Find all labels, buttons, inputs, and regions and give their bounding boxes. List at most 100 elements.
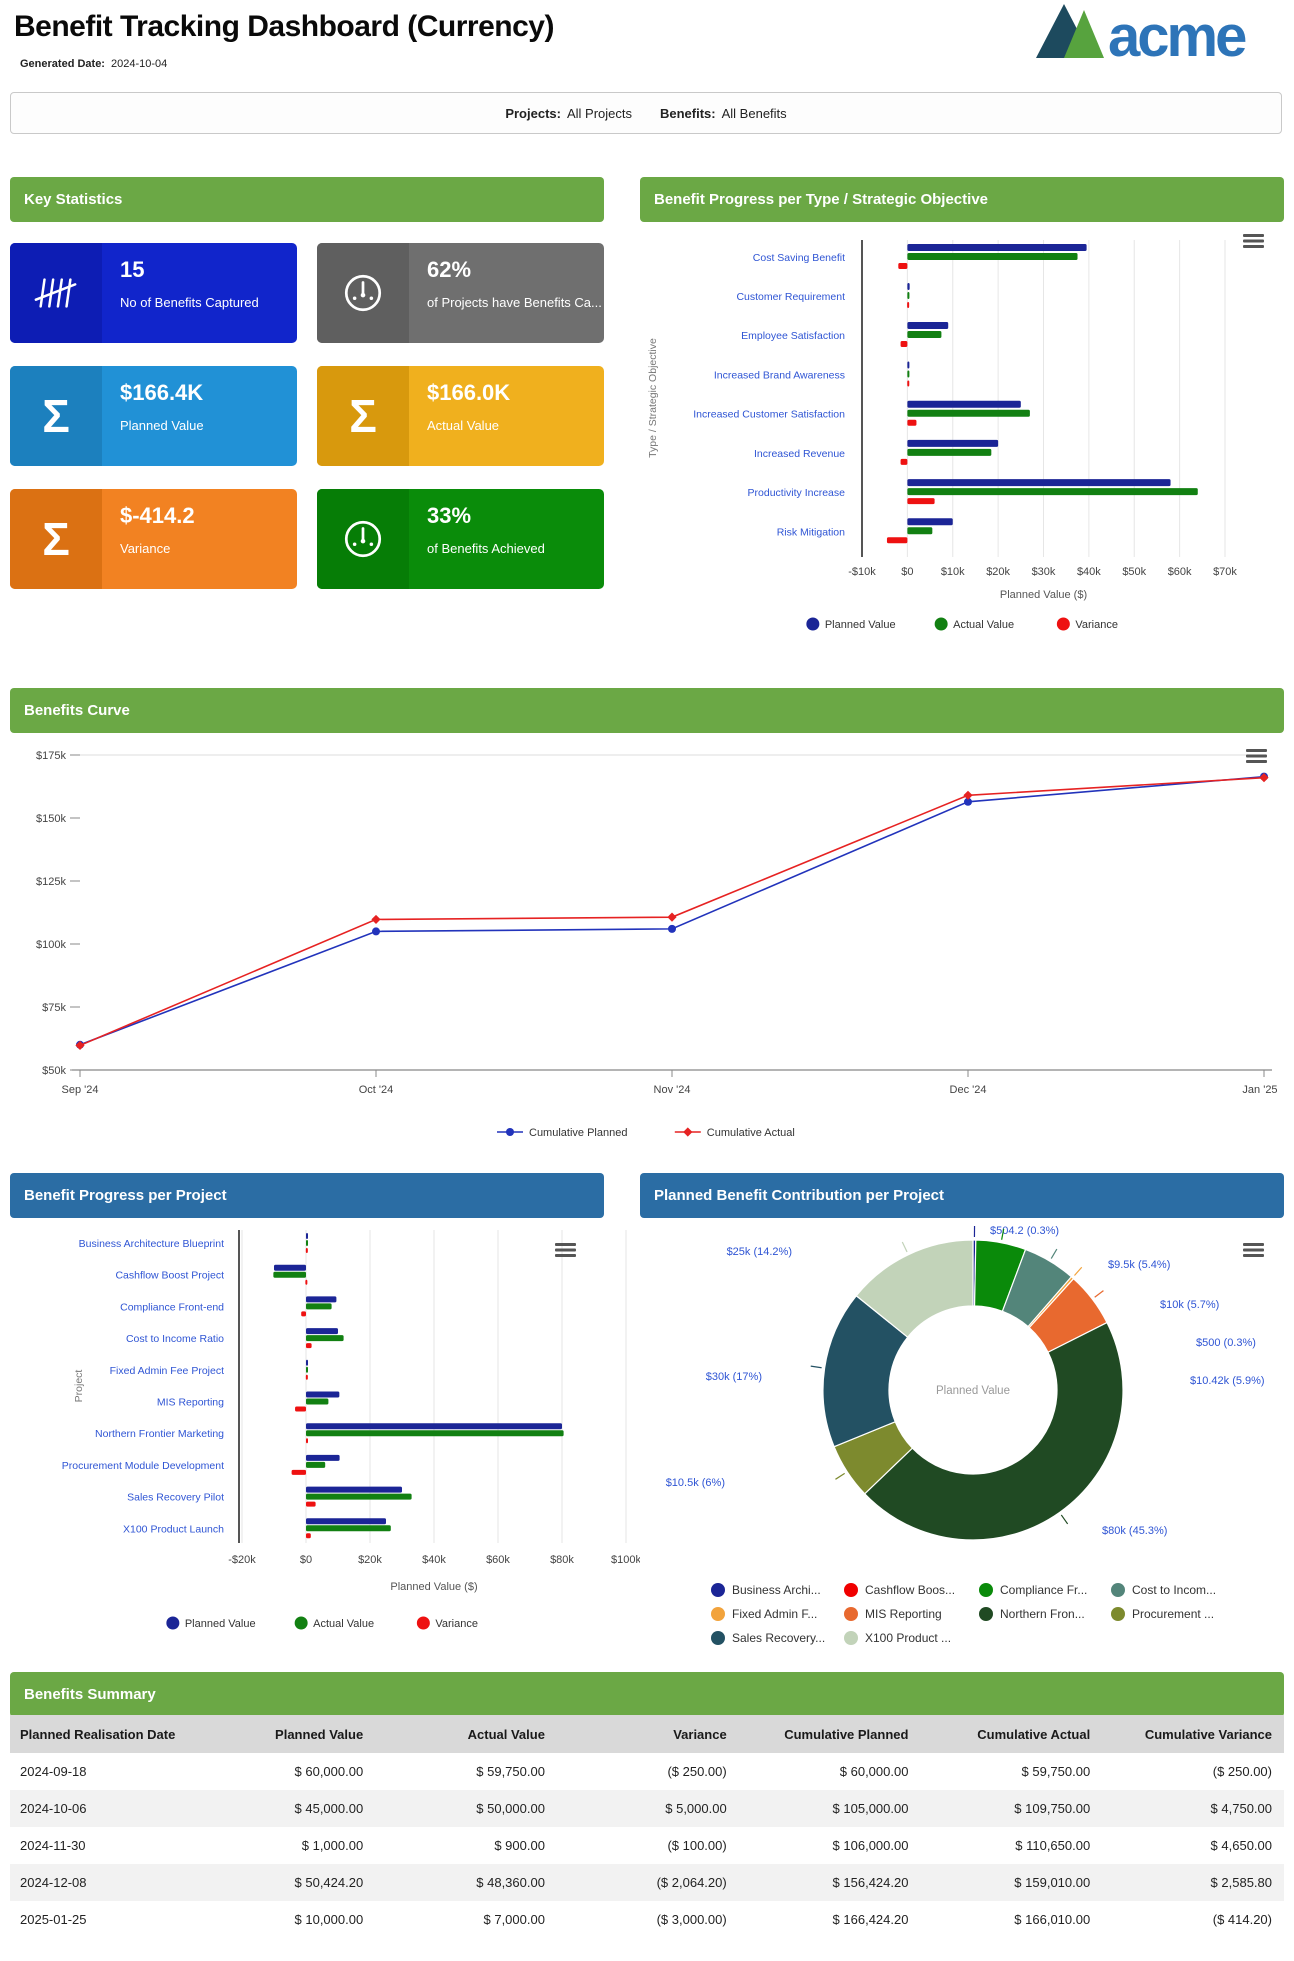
legend-item[interactable]: Cashflow Boos... <box>844 1583 955 1597</box>
sigma-icon: Σ <box>317 366 409 466</box>
table-column-header: Actual Value <box>375 1715 557 1753</box>
svg-text:Nov '24: Nov '24 <box>654 1084 691 1096</box>
generated-date: Generated Date: 2024-10-04 <box>20 58 167 70</box>
type-objective-bar-chart: -$10k $0 $10k $20k $30k $40k $50k $60k $70k Cost … <box>647 234 1264 632</box>
type-chart-header: Benefit Progress per Type / Strategic Ob… <box>640 177 1284 222</box>
menu-icon[interactable] <box>1243 234 1264 248</box>
projects-filter-value[interactable]: All Projects <box>566 105 632 121</box>
gridlines <box>241 1230 627 1543</box>
table-column-header: Planned Realisation Date <box>10 1715 194 1753</box>
svg-text:$10.5k (6%): $10.5k (6%) <box>666 1477 725 1489</box>
stat-card: Σ $-414.2 Variance <box>10 489 297 589</box>
legend-item[interactable]: X100 Product ... <box>844 1631 951 1645</box>
menu-icon[interactable] <box>1246 749 1267 763</box>
table-cell: $ 10,000.00 <box>294 1912 364 1927</box>
svg-text:Northern Frontier Marketing: Northern Frontier Marketing <box>95 1428 224 1440</box>
svg-text:$0: $0 <box>300 1554 312 1566</box>
legend-item[interactable]: Cumulative Planned <box>497 1127 627 1139</box>
table-header-row: Planned Realisation Date Planned Value Act… <box>10 1715 1284 1753</box>
svg-text:Sales Recovery Pilot: Sales Recovery Pilot <box>127 1492 224 1504</box>
svg-text:$20k: $20k <box>358 1554 382 1566</box>
table-cell: $ 5,000.00 <box>665 1801 727 1816</box>
svg-text:$80k (45.3%): $80k (45.3%) <box>1102 1525 1167 1537</box>
svg-text:$175k: $175k <box>36 750 66 762</box>
stat-card: 33% of Benefits Achieved <box>317 489 604 589</box>
table-row: 2024-11-30 $ 1,000.00 $ 900.00 ($ 100.00) $ … <box>10 1827 1284 1864</box>
svg-text:Compliance Fr...: Compliance Fr... <box>1000 1583 1087 1597</box>
svg-text:Fixed Admin Fee Project: Fixed Admin Fee Project <box>110 1365 224 1377</box>
svg-text:Business Architecture Blueprin: Business Architecture Blueprint <box>79 1238 224 1250</box>
filter-bar: Projects: All Projects Benefits: All Ben… <box>10 92 1282 134</box>
svg-text:Increased Customer Satisfactio: Increased Customer Satisfaction <box>693 409 845 421</box>
svg-text:Northern Fron...: Northern Fron... <box>1000 1607 1085 1621</box>
table-column-header: Variance <box>556 1715 739 1753</box>
table-cell: $ 156,424.20 <box>832 1875 909 1890</box>
key-statistics-header: Key Statistics <box>10 177 604 222</box>
sigma-icon: Σ <box>10 489 102 589</box>
table-cell: ($ 100.00) <box>667 1838 727 1853</box>
svg-text:Planned Value: Planned Value <box>825 619 896 631</box>
table-cell: $ 50,424.20 <box>294 1875 364 1890</box>
donut-slice[interactable] <box>855 1239 974 1339</box>
svg-text:Planned Value: Planned Value <box>936 1385 1010 1397</box>
svg-text:Dec '24: Dec '24 <box>950 1084 987 1096</box>
stat-card: Σ $166.0K Actual Value <box>317 366 604 466</box>
legend-item[interactable]: Compliance Fr... <box>979 1583 1087 1597</box>
generated-date-label: Generated Date: <box>20 58 105 70</box>
gauge-icon <box>317 243 409 343</box>
legend-item[interactable]: Variance <box>416 1616 478 1631</box>
legend-item[interactable]: Variance <box>1056 617 1118 632</box>
legend-item[interactable]: Planned Value <box>806 617 896 632</box>
legend-item[interactable]: Northern Fron... <box>979 1607 1085 1621</box>
project-bar-chart: -$20k $0 $20k $40k $60k $80k $100k Business Arc… <box>62 1230 640 1631</box>
legend-item[interactable]: Sales Recovery... <box>711 1631 825 1645</box>
svg-text:$50k: $50k <box>42 1065 66 1077</box>
svg-text:$50k: $50k <box>1122 566 1146 578</box>
legend-item[interactable]: Cumulative Actual <box>674 1127 795 1139</box>
logo-triangle-green-icon <box>1064 10 1104 58</box>
category-labels: Business Architecture Blueprint Cashflow … <box>62 1238 224 1535</box>
table-cell: $ 60,000.00 <box>294 1764 364 1779</box>
svg-text:$25k (14.2%): $25k (14.2%) <box>727 1246 792 1258</box>
table-cell: ($ 250.00) <box>667 1764 727 1779</box>
legend-item[interactable]: Procurement ... <box>1111 1607 1214 1621</box>
svg-text:$150k: $150k <box>36 813 66 825</box>
svg-text:Business Archi...: Business Archi... <box>732 1583 821 1597</box>
svg-text:$10k (5.7%): $10k (5.7%) <box>1160 1299 1219 1311</box>
svg-text:$100k: $100k <box>611 1554 640 1566</box>
table-row: 2025-01-25 $ 10,000.00 $ 7,000.00 ($ 3,000.… <box>10 1901 1284 1938</box>
svg-text:$60k: $60k <box>1168 566 1192 578</box>
line-series <box>76 772 1268 1049</box>
table-row: 2024-12-08 $ 50,424.20 $ 48,360.00 ($ 2,064… <box>10 1864 1284 1901</box>
legend-item[interactable]: Fixed Admin F... <box>711 1607 817 1621</box>
legend-item[interactable]: Planned Value <box>166 1616 256 1631</box>
stat-card-value: $166.4K <box>120 380 204 405</box>
menu-icon[interactable] <box>1243 1243 1264 1257</box>
svg-text:$30k: $30k <box>1032 566 1056 578</box>
legend-item[interactable]: MIS Reporting <box>844 1607 942 1621</box>
legend-item[interactable]: Actual Value <box>934 617 1014 632</box>
acme-logo: acme <box>1036 4 1249 66</box>
legend-item[interactable]: Business Archi... <box>711 1583 821 1597</box>
svg-text:Cumulative Actual: Cumulative Actual <box>707 1127 795 1139</box>
svg-text:$80k: $80k <box>550 1554 574 1566</box>
table-cell: $ 60,000.00 <box>839 1764 909 1779</box>
benefits-filter-value[interactable]: All Benefits <box>721 105 787 121</box>
table-cell: 2024-12-08 <box>20 1875 87 1890</box>
legend-item[interactable]: Actual Value <box>294 1616 374 1631</box>
svg-text:Actual Value: Actual Value <box>953 619 1014 631</box>
donut-slice[interactable] <box>863 1321 1124 1541</box>
svg-text:Procurement Module Development: Procurement Module Development <box>62 1460 224 1472</box>
menu-icon[interactable] <box>555 1243 576 1257</box>
table-cell: $ 110,650.00 <box>1015 1838 1091 1853</box>
svg-text:Variance: Variance <box>435 1618 478 1630</box>
table-column-header: Cumulative Planned <box>738 1715 921 1753</box>
donut-chart-header: Planned Benefit Contribution per Project <box>640 1173 1284 1218</box>
svg-text:$100k: $100k <box>36 939 66 951</box>
benefits-curve-line-chart: $50k $75k $100k $125k $150k $175k Sep '24 Oct '… <box>36 749 1278 1139</box>
legend-item[interactable]: Cost to Incom... <box>1111 1583 1216 1597</box>
svg-text:$0: $0 <box>901 566 913 578</box>
svg-text:Employee Satisfaction: Employee Satisfaction <box>741 330 845 342</box>
svg-text:Oct '24: Oct '24 <box>359 1084 394 1096</box>
svg-text:Customer Requirement: Customer Requirement <box>736 291 845 303</box>
